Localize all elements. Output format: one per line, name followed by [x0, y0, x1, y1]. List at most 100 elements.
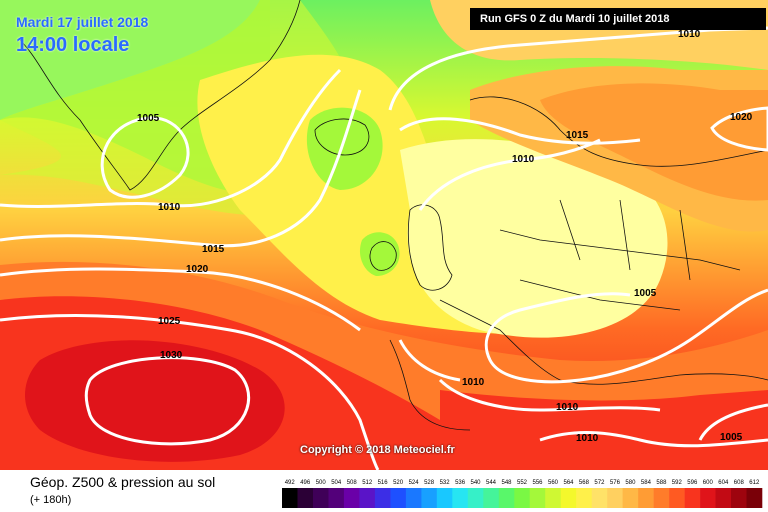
scale-cell: [436, 488, 453, 508]
scale-label: 608: [734, 480, 745, 486]
run-info: Run GFS 0 Z du Mardi 10 juillet 2018: [470, 8, 766, 30]
scale-cell: [467, 488, 484, 508]
zone-deep-orange-north: [540, 83, 768, 201]
isobar-1010-south: [438, 378, 661, 412]
scale-label: 520: [393, 480, 404, 486]
scale-label: 536: [455, 480, 466, 486]
isobar-1030: [84, 356, 251, 446]
isobar-1010-north: [388, 26, 768, 111]
legend-title: Géop. Z500 & pression au sol: [30, 474, 216, 490]
scale-label: 516: [378, 480, 389, 486]
zone-red-med: [440, 390, 768, 470]
scale-cell: [282, 488, 298, 508]
scale-cell: [669, 488, 685, 508]
isobar-lines: [0, 26, 768, 470]
scale-cell: [545, 488, 561, 508]
isobar-labels: 1010 1005 1015 1010 1020 1010 1015 1020 …: [137, 29, 753, 444]
isobar-1020-west: [0, 267, 361, 332]
isobar-label: 1030: [160, 350, 183, 361]
isobar-label: 1020: [186, 264, 209, 275]
scale-label: 532: [440, 480, 451, 486]
isobar-1010-med: [539, 431, 768, 448]
isobar-label: 1010: [158, 202, 181, 213]
scale-label: 552: [517, 480, 528, 486]
scale-cell: [297, 488, 314, 508]
forecast-date: Mardi 17 juillet 2018: [16, 14, 149, 30]
scale-cell: [313, 488, 329, 508]
scale-label: 500: [316, 480, 327, 486]
scale-cell: [653, 488, 670, 508]
scale-label: 572: [594, 480, 605, 486]
isobar-label: 1015: [566, 130, 589, 141]
scale-cell: [514, 488, 531, 508]
scale-cell: [591, 488, 608, 508]
scale-cell: [746, 488, 763, 508]
scale-cell: [715, 488, 732, 508]
scale-cell: [359, 488, 376, 508]
scale-label: 576: [610, 480, 621, 486]
isobar-1020-north: [710, 106, 768, 152]
scale-label: 564: [563, 480, 574, 486]
scale-cell: [421, 488, 438, 508]
color-scale: 492 496 500 504 508 512 516 520 524 528 532 536 540 5…: [282, 480, 763, 508]
scale-label: 528: [424, 480, 435, 486]
isobar-1010-mid: [418, 138, 601, 211]
scale-label: 612: [749, 480, 760, 486]
isobar-1010-iberia: [398, 339, 461, 382]
scale-cell: [560, 488, 577, 508]
scale-label: 496: [300, 480, 311, 486]
isobar-label: 1005: [720, 432, 743, 443]
scale-cell: [405, 488, 422, 508]
scale-label: 548: [501, 480, 512, 486]
scale-cell: [483, 488, 500, 508]
isobar-1015-west: [0, 89, 362, 248]
legend-subtitle: (+ 180h): [30, 494, 72, 506]
isobar-label: 1010: [512, 154, 535, 165]
scale-cell: [498, 488, 515, 508]
isobar-label: 1005: [137, 113, 160, 124]
scale-label: 604: [718, 480, 729, 486]
scale-label: 524: [409, 480, 420, 486]
isobar-label: 1020: [730, 112, 753, 123]
scale-label: 512: [362, 480, 373, 486]
isobar-label: 1005: [634, 288, 657, 299]
scale-cell: [452, 488, 469, 508]
zone-red-core: [25, 340, 285, 462]
isobar-1015-north: [399, 117, 641, 145]
isobar-label: 1010: [462, 377, 485, 388]
isobar-1010-west: [0, 68, 342, 208]
forecast-time: 14:00 locale: [16, 34, 130, 56]
scale-label: 504: [331, 480, 342, 486]
scale-label: 588: [656, 480, 667, 486]
scale-cell: [638, 488, 654, 508]
scale-label: 584: [641, 480, 652, 486]
scale-label: 596: [687, 480, 698, 486]
scale-cell: [576, 488, 592, 508]
scale-label: 600: [703, 480, 714, 486]
scale-label: 568: [579, 480, 590, 486]
isobar-1005-se: [698, 403, 768, 441]
scale-label: 556: [532, 480, 543, 486]
weather-map: 1010 1005 1015 1010 1020 1010 1015 1020 …: [0, 0, 768, 470]
scale-cell: [700, 488, 716, 508]
scale-label: 592: [672, 480, 683, 486]
zone-green-island: [306, 107, 383, 190]
isobar-1005-east: [484, 288, 768, 384]
scale-cell: [390, 488, 407, 508]
scale-label: 508: [347, 480, 358, 486]
isobar-label: 1010: [556, 402, 579, 413]
scale-cell: [607, 488, 623, 508]
scale-label: 492: [285, 480, 296, 486]
isobar-1005-west: [100, 116, 190, 199]
scale-cell: [622, 488, 639, 508]
isobar-label: 1010: [678, 29, 701, 40]
isobar-label: 1015: [202, 244, 225, 255]
scale-cell: [731, 488, 747, 508]
isobar-label: 1010: [576, 433, 599, 444]
scale-label: 560: [548, 480, 559, 486]
copyright: Copyright © 2018 Meteociel.fr: [300, 444, 455, 456]
scale-cell: [684, 488, 701, 508]
scale-label: 580: [625, 480, 636, 486]
isobar-label: 1025: [158, 316, 181, 327]
scale-cell: [328, 488, 345, 508]
